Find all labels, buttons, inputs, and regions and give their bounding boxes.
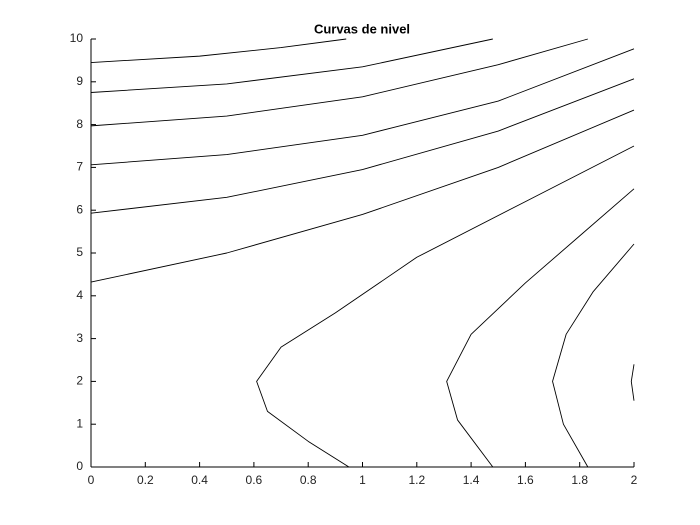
x-tick-label: 1: [359, 473, 366, 487]
y-tick-label: 6: [76, 202, 83, 216]
contour-line: [90, 38, 347, 63]
contour-line: [90, 78, 635, 214]
x-tick-label: 1.8: [571, 473, 588, 487]
contour-line: [630, 364, 635, 401]
x-tick-label: 0.4: [191, 473, 208, 487]
contour-line: [256, 145, 635, 468]
x-tick-label: 0.6: [246, 473, 263, 487]
x-tick-label: 0.8: [300, 473, 317, 487]
y-tick-label: 9: [76, 74, 83, 88]
x-tick-label: 0.2: [137, 473, 154, 487]
contour-line: [90, 109, 635, 283]
y-tick-label: 0: [76, 459, 83, 473]
x-tick-label: 1.2: [408, 473, 425, 487]
contour-line: [446, 188, 635, 468]
chart-title: Curvas de nivel: [314, 21, 410, 36]
x-tick-label: 0: [88, 473, 95, 487]
y-tick-label: 7: [76, 160, 83, 174]
y-tick-label: 8: [76, 117, 83, 131]
y-tick-label: 1: [76, 416, 83, 430]
x-tick-label: 1.6: [517, 473, 534, 487]
y-tick-label: 10: [70, 31, 84, 45]
contour-line: [90, 38, 588, 127]
contour-line: [90, 48, 635, 166]
x-tick-label: 1.4: [463, 473, 480, 487]
y-tick-label: 5: [76, 245, 83, 259]
y-tick-label: 3: [76, 331, 83, 345]
x-tick-label: 2: [631, 473, 638, 487]
y-tick-label: 4: [76, 288, 83, 302]
contour-line: [552, 243, 635, 468]
contour-line: [90, 38, 493, 93]
y-tick-label: 2: [76, 374, 83, 388]
